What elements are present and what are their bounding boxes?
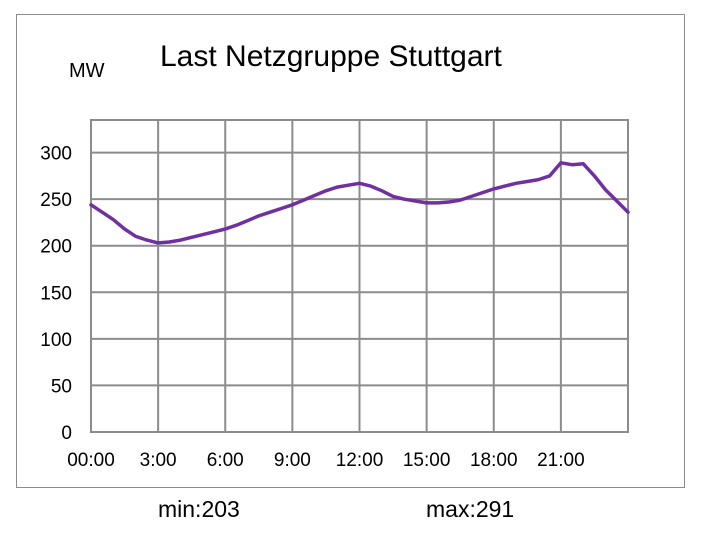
y-tick-label: 100 [40,330,72,351]
x-tick-label: 9:00 [274,450,311,471]
x-tick-label: 21:00 [537,450,585,471]
chart-title: Last Netzgruppe Stuttgart [160,40,502,73]
grid [90,119,629,433]
x-tick-label: 18:00 [470,450,518,471]
max-value-label: max:291 [426,496,515,522]
x-tick-label: 12:00 [336,450,384,471]
y-tick-label: 0 [61,423,72,444]
y-tick-label: 50 [51,376,72,397]
y-axis-label: MW [69,60,105,82]
tick-labels: 0 50 100 150 200 250 300 00:00 3:00 6:00 9:00 12:00… [40,144,584,471]
y-tick-label: 150 [40,283,72,304]
x-tick-label: 15:00 [403,450,451,471]
series-line-0 [89,161,630,245]
x-tick-label: 3:00 [140,450,177,471]
y-tick-label: 250 [40,190,72,211]
x-tick-label: 00:00 [67,450,115,471]
chart-frame [16,14,685,488]
series-layer [89,161,630,245]
x-tick-label: 6:00 [207,450,244,471]
y-tick-label: 200 [40,237,72,258]
min-value-label: min:203 [158,496,240,522]
y-tick-label: 300 [40,144,72,165]
